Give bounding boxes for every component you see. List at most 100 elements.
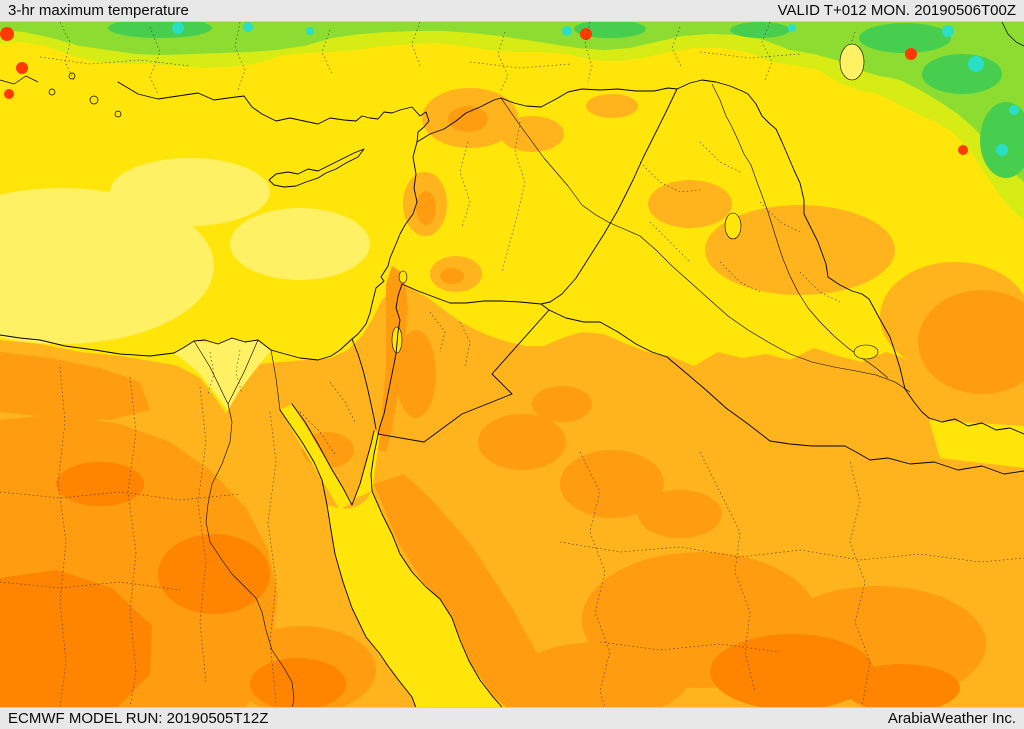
admin-boundary: [0, 581, 181, 591]
temp-contour-blob: [844, 664, 960, 707]
syria-jordan-border: [401, 283, 542, 305]
suez-canal: [270, 349, 281, 411]
temp-contour-blob: [440, 268, 464, 284]
temp-contour-blob: [396, 330, 436, 418]
sinai-coast: [291, 403, 375, 506]
admin-boundary: [235, 349, 243, 395]
header-bar: 3-hr maximum temperature VALID T+012 MON…: [0, 0, 1024, 22]
temp-contour-blob: [980, 102, 1024, 178]
temp-contour-blob: [250, 658, 346, 707]
temp-hot-spot: [580, 28, 592, 40]
admin-boundary: [149, 26, 161, 95]
admin-boundary: [584, 22, 593, 83]
admin-boundary: [59, 22, 76, 83]
arabian-red-sea-coast: [370, 434, 503, 707]
nile-delta-branch: [193, 340, 229, 405]
temp-contour-blob: [705, 205, 895, 295]
gulf-of-suez-and-egypt-red-sea-coast: [279, 409, 417, 707]
temp-contour-region: [0, 570, 152, 707]
aegean-coast-fragment: [0, 75, 39, 85]
temp-hot-spot: [0, 27, 14, 41]
valid-time-label: VALID T+012 MON. 20190506T00Z: [777, 2, 1016, 19]
admin-boundary: [761, 22, 773, 81]
admin-boundary: [429, 311, 446, 353]
admin-boundary: [299, 411, 336, 455]
seas-overlay: [174, 338, 1024, 707]
temp-contour-blob: [918, 290, 1024, 394]
country-borders: [0, 79, 1024, 707]
temp-contour-blob: [108, 22, 212, 38]
admin-boundary: [699, 141, 741, 173]
temp-contour-blob: [230, 208, 370, 280]
nile-delta-branch: [227, 339, 259, 405]
admin-boundary: [849, 461, 871, 707]
admin-boundary: [267, 411, 277, 703]
admin-boundary: [501, 121, 526, 273]
admin-boundary: [599, 641, 781, 653]
islands: [0, 22, 1024, 118]
island-outline: [48, 88, 56, 96]
temp-contour-spot: [306, 27, 314, 35]
lake-tharthar: [724, 212, 742, 240]
temp-contour-spot: [172, 22, 184, 34]
temp-contour-blob: [859, 23, 951, 53]
temp-contour-spot: [996, 144, 1008, 156]
admin-boundary: [559, 541, 1024, 563]
turkey-syria-iraq-iran-border: [416, 79, 1024, 435]
admin-boundary: [127, 376, 137, 707]
temperature-field: [0, 22, 1024, 707]
temp-contour-blob: [532, 386, 592, 422]
temp-contour-blob: [0, 188, 214, 344]
admin-boundary: [699, 51, 801, 59]
temp-contour-blob: [56, 462, 144, 506]
temp-hot-spot: [4, 89, 14, 99]
model-run-label: ECMWF MODEL RUN: 20190505T12Z: [8, 710, 269, 727]
temp-contour-spot: [788, 24, 796, 32]
brand-label: ArabiaWeather Inc.: [887, 710, 1016, 727]
iraq-saudi-border: [548, 309, 1024, 475]
lake-urmia: [839, 43, 865, 81]
temp-contour-blob: [500, 116, 564, 152]
admin-boundary: [469, 61, 571, 69]
temperature-map: [0, 22, 1024, 707]
footer-bar: ECMWF MODEL RUN: 20190505T12Z ArabiaWeat…: [0, 707, 1024, 729]
temp-hot-spot: [905, 48, 917, 60]
red-sea: [327, 491, 506, 707]
lakes: [391, 43, 879, 360]
temp-contour-spot: [968, 56, 984, 72]
caspian-coast: [1001, 22, 1024, 47]
temp-contour-spot: [942, 25, 954, 37]
nile-river: [205, 403, 295, 707]
island-outline: [68, 72, 76, 80]
admin-boundaries-dotted: [0, 22, 1024, 707]
gulf-of-aqaba: [352, 431, 380, 505]
temp-contour-blob: [638, 490, 722, 538]
temp-contour-blob: [416, 191, 436, 225]
temp-contour-blob: [560, 450, 664, 518]
tigris-river: [711, 83, 889, 379]
temp-hot-spot: [16, 62, 28, 74]
gulf-of-suez: [280, 404, 352, 510]
temp-contour-blob: [158, 534, 270, 614]
temp-contour-blob: [922, 54, 1002, 94]
rivers: [193, 83, 911, 707]
temp-contour-blob: [710, 634, 874, 707]
map-title: 3-hr maximum temperature: [8, 2, 189, 19]
island-outline: [89, 95, 99, 105]
cool-band: [0, 22, 1024, 220]
temp-contour-blob: [730, 22, 790, 38]
warm-regions: [0, 88, 1024, 707]
admin-boundary: [719, 261, 761, 293]
sea-of-galilee: [398, 270, 408, 284]
temp-contour-blob: [574, 22, 646, 38]
euphrates-river: [500, 97, 911, 393]
admin-boundary: [39, 56, 191, 67]
temp-hot-spot: [958, 145, 968, 155]
syria-iraq-border: [540, 88, 678, 305]
marsh-lake: [853, 344, 879, 360]
admin-boundary: [579, 451, 611, 707]
mediterranean-coastline: [0, 81, 430, 361]
temp-contour-region: [0, 352, 150, 420]
temp-contour-blob: [648, 180, 732, 228]
